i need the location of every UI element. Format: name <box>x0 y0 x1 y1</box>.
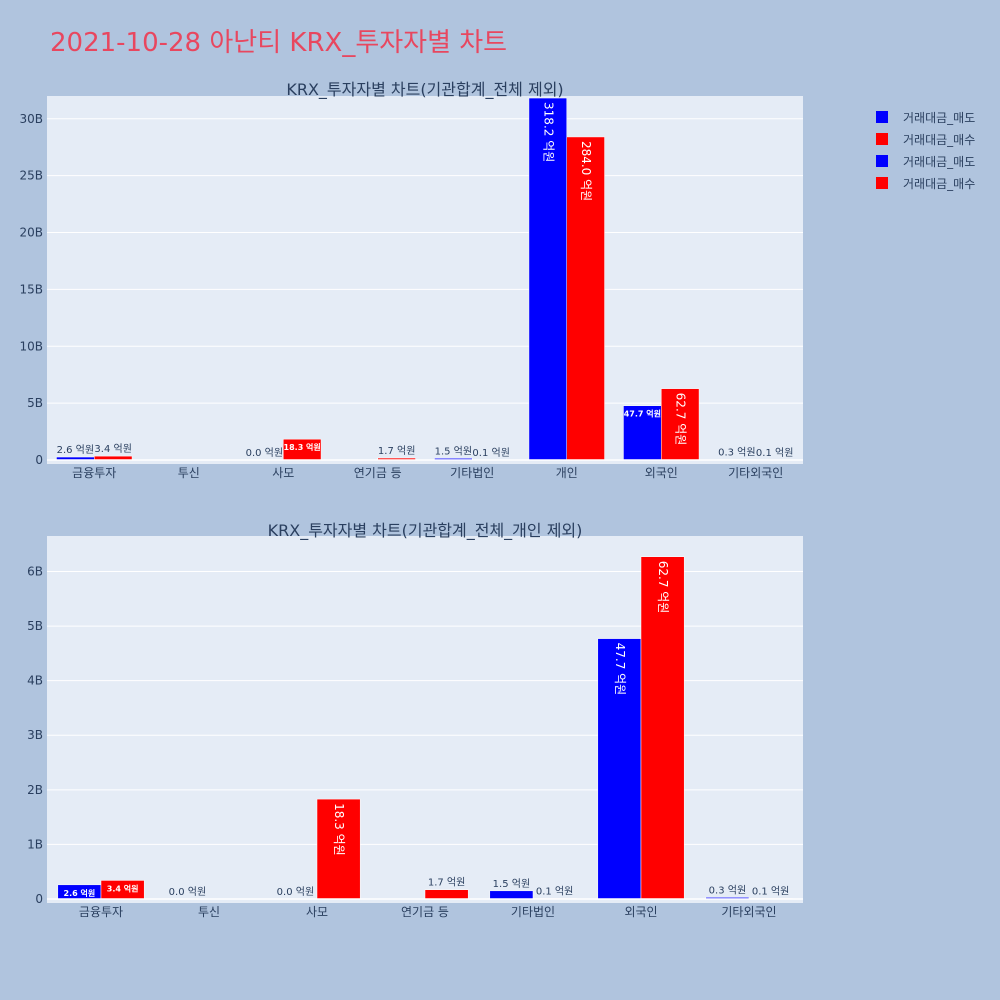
page-title: 2021-10-28 아난티 KRX_투자자별 차트 <box>50 28 508 58</box>
legend-label: 거래대금_매도 <box>903 154 976 169</box>
legend-item[interactable]: 거래대금_매도 <box>876 106 975 128</box>
bar <box>528 97 568 461</box>
data-label: 0.1 억원 <box>756 447 793 459</box>
data-label: 1.7 억원 <box>428 877 465 889</box>
data-label: 0.0 억원 <box>277 886 314 898</box>
legend-swatch-buy <box>876 177 888 189</box>
data-label: 318.2 억원 <box>541 102 555 162</box>
data-label: 284.0 억원 <box>579 141 593 201</box>
bar <box>316 798 361 900</box>
data-label: 1.5 억원 <box>435 445 472 457</box>
y-tick-label: 4B <box>27 674 43 688</box>
legend-item[interactable]: 거래대금_매수 <box>876 128 975 150</box>
y-tick-label: 0 <box>35 453 43 467</box>
bar <box>424 889 469 900</box>
data-label: 18.3 억원 <box>332 803 346 856</box>
x-tick-label: 금융투자 <box>72 466 116 480</box>
x-tick-label: 기타외국인 <box>728 466 783 480</box>
data-label: 1.7 억원 <box>378 445 415 457</box>
x-tick-label: 투신 <box>198 905 220 919</box>
y-tick-label: 0 <box>35 892 43 906</box>
x-tick-label: 기타외국인 <box>721 905 776 919</box>
chart-panel-2: 0 1B 2B 3B 4B 5B 6B KRX_투자자별 차트(기관합계_전체_개인 제외) 금… <box>27 521 803 919</box>
x-tick-label: 기타법인 <box>511 905 555 919</box>
data-label: 0.1 억원 <box>536 885 573 897</box>
plot-area <box>47 536 803 903</box>
y-tick-label: 30B <box>19 112 43 126</box>
bar <box>489 890 534 900</box>
legend-label: 거래대금_매수 <box>903 176 976 191</box>
x-tick-label: 사모 <box>306 905 328 919</box>
data-label: 47.7 억원 <box>624 409 661 419</box>
data-label: 3.4 억원 <box>107 883 139 893</box>
legend: 거래대금_매도 거래대금_매수 거래대금_매도 거래대금_매수 <box>876 106 975 194</box>
legend-swatch-sell <box>876 111 888 123</box>
x-tick-label: 사모 <box>272 466 294 480</box>
chart-title: KRX_투자자별 차트(기관합계_전체_개인 제외) <box>268 521 583 541</box>
data-label: 0.3 억원 <box>718 447 755 459</box>
legend-swatch-buy <box>876 133 888 145</box>
data-label: 0.0 억원 <box>246 447 283 459</box>
data-label: 1.5 억원 <box>493 878 530 890</box>
data-label: 18.3 억원 <box>284 442 321 452</box>
chart-panel-1: 0 5B 10B 15B 20B 25B 30B KRX_투자자별 차트(기관합계_전체 제외… <box>19 80 803 480</box>
legend-item[interactable]: 거래대금_매도 <box>876 150 975 172</box>
bar <box>597 638 642 900</box>
x-tick-label: 금융투자 <box>79 905 123 919</box>
x-tick-label: 투신 <box>178 466 200 480</box>
chart-title: KRX_투자자별 차트(기관합계_전체 제외) <box>286 80 563 100</box>
x-tick-label: 기타법인 <box>450 466 494 480</box>
data-label: 3.4 억원 <box>94 443 131 455</box>
y-tick-label: 5B <box>27 619 43 633</box>
data-label: 0.0 억원 <box>169 886 206 898</box>
data-label: 62.7 억원 <box>656 561 670 614</box>
data-label: 2.6 억원 <box>57 444 94 456</box>
data-label: 0.3 억원 <box>709 884 746 896</box>
y-tick-label: 6B <box>27 564 43 578</box>
y-tick-label: 2B <box>27 783 43 797</box>
data-label: 0.1 억원 <box>472 447 509 459</box>
x-tick-label: 외국인 <box>645 466 678 480</box>
y-tick-label: 25B <box>19 169 43 183</box>
data-label: 0.1 억원 <box>752 885 789 897</box>
legend-label: 거래대금_매수 <box>903 132 976 147</box>
bar <box>640 556 685 900</box>
x-tick-label: 연기금 등 <box>401 905 449 919</box>
y-tick-label: 3B <box>27 728 43 742</box>
data-label: 47.7 억원 <box>613 643 627 696</box>
y-tick-label: 5B <box>27 396 43 410</box>
x-tick-label: 개인 <box>556 466 578 480</box>
data-label: 62.7 억원 <box>674 393 688 446</box>
x-tick-label: 연기금 등 <box>354 466 402 480</box>
y-tick-label: 15B <box>19 282 43 296</box>
legend-label: 거래대금_매도 <box>903 110 976 125</box>
data-label: 2.6 억원 <box>64 888 96 898</box>
y-tick-label: 20B <box>19 226 43 240</box>
legend-item[interactable]: 거래대금_매수 <box>876 172 975 194</box>
y-tick-label: 10B <box>19 339 43 353</box>
legend-swatch-sell <box>876 155 888 167</box>
bar <box>623 405 662 461</box>
y-tick-label: 1B <box>27 837 43 851</box>
x-tick-label: 외국인 <box>624 905 657 919</box>
